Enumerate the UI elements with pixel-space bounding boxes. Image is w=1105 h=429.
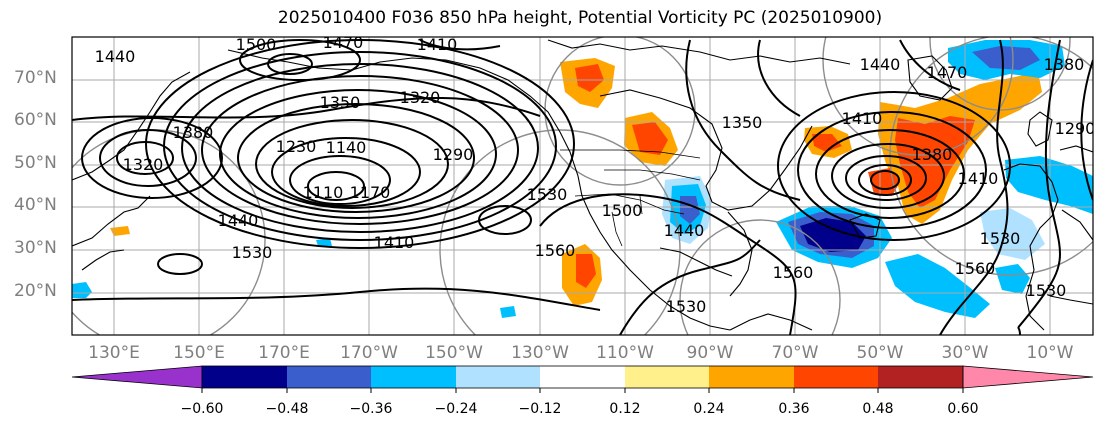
lon-label: 130°E bbox=[88, 343, 140, 363]
lon-label: 90°W bbox=[686, 343, 734, 363]
contour-label: 1290 bbox=[1055, 119, 1096, 138]
lon-label: 130°W bbox=[511, 343, 569, 363]
lon-label: 30°W bbox=[941, 343, 989, 363]
contour-label: 1380 bbox=[173, 123, 214, 142]
contour-label: 1230 bbox=[276, 137, 317, 156]
colorbar-tick-label: 0.60 bbox=[947, 401, 979, 417]
contour-label: 1470 bbox=[323, 33, 364, 52]
colorbar-extend-right bbox=[962, 365, 1094, 389]
colorbar-segment bbox=[625, 366, 709, 388]
contour-label: 1410 bbox=[842, 109, 883, 128]
colorbar-segment bbox=[287, 366, 371, 388]
colorbar bbox=[71, 365, 1094, 393]
pv-positive-region bbox=[110, 226, 130, 236]
contour-label: 1560 bbox=[773, 263, 814, 282]
political-boundaries bbox=[560, 149, 701, 247]
colorbar-segment bbox=[456, 366, 540, 388]
colorbar-outline bbox=[201, 365, 964, 389]
pv-negative-region bbox=[972, 46, 1040, 70]
pv-negative-region bbox=[316, 238, 332, 246]
colorbar-tick-label: 0.36 bbox=[778, 401, 810, 417]
colorbar-segment bbox=[540, 366, 625, 388]
contour-label: 1170 bbox=[350, 183, 391, 202]
contour-label: 1440 bbox=[664, 221, 705, 240]
contour-label: 1410 bbox=[374, 233, 415, 252]
coastlines bbox=[72, 39, 1093, 331]
contour-label: 1320 bbox=[400, 88, 441, 107]
colorbar-tick-label: −0.24 bbox=[434, 401, 478, 417]
graticule bbox=[72, 37, 1093, 335]
colorbar-extend-left bbox=[71, 365, 203, 389]
colorbar-segment bbox=[794, 366, 878, 388]
contour-label: 1440 bbox=[95, 47, 136, 66]
contour-label: 1530 bbox=[1026, 281, 1067, 300]
contour-label: 1320 bbox=[123, 155, 164, 174]
pv-negative-region bbox=[500, 306, 516, 318]
contour-label: 1560 bbox=[535, 241, 576, 260]
pv-positive-region bbox=[632, 122, 668, 155]
colorbar-segment bbox=[202, 366, 287, 388]
contour-label: 1500 bbox=[602, 201, 643, 220]
contour-label: 1410 bbox=[958, 169, 999, 188]
contour-label: 1350 bbox=[320, 93, 361, 112]
map-title: 2025010400 F036 850 hPa height, Potentia… bbox=[277, 8, 883, 28]
colorbar-tick-label: −0.12 bbox=[518, 401, 562, 417]
lon-label: 150°W bbox=[425, 343, 483, 363]
contour-label: 1290 bbox=[433, 145, 474, 164]
height-contours bbox=[72, 39, 1093, 335]
contour-label: 1350 bbox=[722, 113, 763, 132]
colorbar-tick-label: −0.48 bbox=[265, 401, 309, 417]
lon-label: 110°W bbox=[596, 343, 654, 363]
contour-label: 1530 bbox=[232, 243, 273, 262]
colorbar-tick-label: −0.60 bbox=[180, 401, 224, 417]
contour-label: 1500 bbox=[236, 35, 277, 54]
contour-label: 1530 bbox=[666, 297, 707, 316]
pv-positive-region bbox=[575, 64, 604, 92]
pv-negative-region bbox=[1005, 156, 1093, 214]
colorbar-tick-label: −0.36 bbox=[349, 401, 393, 417]
pv-positive-region bbox=[895, 116, 975, 208]
lat-label: 60°N bbox=[14, 110, 57, 130]
contour-label: 1410 bbox=[417, 35, 458, 54]
lat-label: 40°N bbox=[14, 195, 57, 215]
lon-label: 10°W bbox=[1026, 343, 1074, 363]
map-frame bbox=[71, 36, 1094, 336]
colorbar-segment bbox=[371, 366, 456, 388]
contour-label-group: 1500 1470 1410 1440 1380 1320 1350 1320 … bbox=[95, 33, 1096, 316]
contour-label: 1440 bbox=[218, 211, 259, 230]
colorbar-tick-label: 0.24 bbox=[693, 401, 725, 417]
contour-label: 1560 bbox=[955, 259, 996, 278]
contour-label: 1110 bbox=[303, 183, 344, 202]
lon-label: 170°E bbox=[258, 343, 310, 363]
pv-positive-region bbox=[812, 134, 842, 152]
pv-negative-region bbox=[72, 282, 92, 298]
contour-label: 1530 bbox=[527, 185, 568, 204]
lon-label: 170°W bbox=[340, 343, 398, 363]
contour-label: 1380 bbox=[1044, 55, 1085, 74]
lon-label: 50°W bbox=[856, 343, 904, 363]
colorbar-tick-label: 0.12 bbox=[609, 401, 641, 417]
pv-negative-region bbox=[980, 208, 1045, 260]
pv-positive-region bbox=[576, 254, 596, 288]
contour-label: 1530 bbox=[980, 229, 1021, 248]
lat-label: 50°N bbox=[14, 153, 57, 173]
colorbar-segment bbox=[709, 366, 794, 388]
pv-negative-region bbox=[995, 264, 1030, 294]
contour-label: 1440 bbox=[860, 55, 901, 74]
colorbar-segment bbox=[878, 366, 963, 388]
pv-shading bbox=[72, 40, 1093, 318]
colorbar-tick-label: 0.48 bbox=[862, 401, 894, 417]
lat-label: 70°N bbox=[14, 68, 57, 88]
contour-label: 1140 bbox=[326, 138, 367, 157]
contour-label: 1470 bbox=[927, 63, 968, 82]
lon-label: 150°E bbox=[173, 343, 225, 363]
lat-label: 30°N bbox=[14, 238, 57, 258]
contour-label: 1380 bbox=[912, 145, 953, 164]
lon-label: 70°W bbox=[771, 343, 819, 363]
lat-label: 20°N bbox=[14, 281, 57, 301]
